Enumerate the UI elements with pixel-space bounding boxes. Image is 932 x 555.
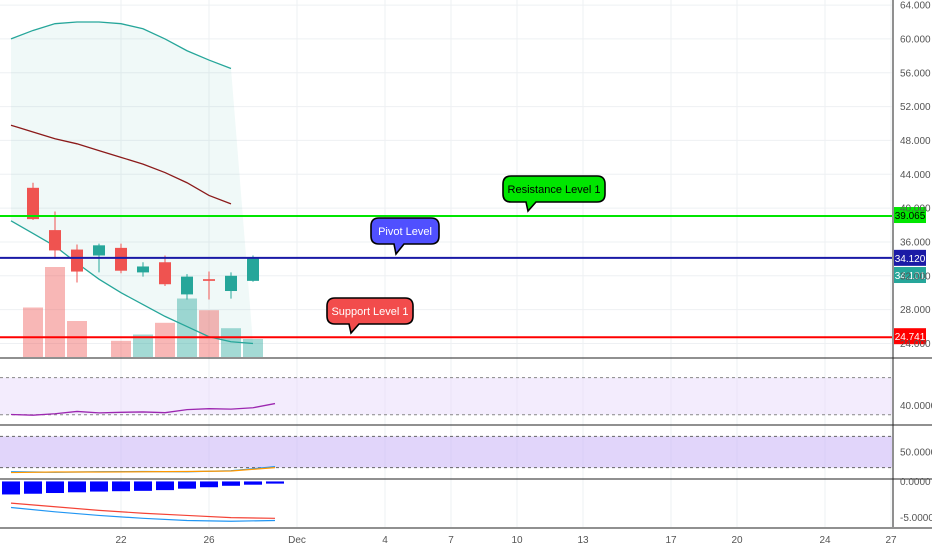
macd-signal-line <box>10 502 276 519</box>
price-tick-label: 52.000 <box>900 102 931 113</box>
level-callout-label: Resistance Level 1 <box>508 184 601 196</box>
x-tick-label: 17 <box>665 535 677 546</box>
candle-body <box>159 262 171 285</box>
rsi-tick-label: 40.0000 <box>900 401 932 412</box>
level-price-value: 39.065 <box>895 211 926 222</box>
x-tick-label: 22 <box>115 535 127 546</box>
macd-histogram-bar <box>222 481 240 486</box>
rsi-line <box>10 402 276 416</box>
candle-body <box>27 187 39 220</box>
x-tick-label: 24 <box>819 535 831 546</box>
x-tick-label: 20 <box>731 535 743 546</box>
price-tick-label: 56.000 <box>900 68 931 79</box>
price-tick-label: 28.000 <box>900 305 931 316</box>
volume-bar <box>45 267 65 357</box>
price-tick-label: 32.000 <box>900 271 931 282</box>
volume-bar <box>133 334 153 357</box>
level-callout-label: Pivot Level <box>378 226 432 238</box>
price-tick-label: 44.000 <box>900 170 931 181</box>
level-callout-label: Support Level 1 <box>331 306 408 318</box>
macd-histogram-bar <box>24 481 42 494</box>
candles-layer <box>27 182 259 300</box>
macd-tick-label: -5.0000 <box>900 513 932 524</box>
candle-body <box>247 258 259 281</box>
volume-bar <box>221 328 241 357</box>
macd-histogram-bar <box>112 481 130 492</box>
last-price-tag <box>894 267 926 284</box>
x-tick-label: 7 <box>448 535 454 546</box>
bollinger-upper-line <box>10 21 232 70</box>
stoch-band <box>0 436 892 468</box>
candle-body <box>137 266 149 273</box>
macd-histogram-bar <box>90 481 108 492</box>
macd-line <box>10 506 276 522</box>
price-tick-label: 64.000 <box>900 1 931 12</box>
candle-body <box>71 249 83 272</box>
level-callout <box>370 217 440 256</box>
x-tick-label: 26 <box>203 535 215 546</box>
macd-histogram-bar <box>68 481 86 493</box>
x-tick-label: 4 <box>382 535 388 546</box>
last-price-value: 34.101 <box>895 271 926 282</box>
x-tick-label: 27 <box>885 535 897 546</box>
macd-histogram-bar <box>200 481 218 488</box>
volume-bar <box>177 298 197 357</box>
volume-bar <box>23 307 43 357</box>
candle-body <box>225 275 237 292</box>
candle-body <box>115 247 127 271</box>
level-callout <box>502 175 606 213</box>
macd-histogram-bar <box>156 481 174 491</box>
x-tick-label: 13 <box>577 535 589 546</box>
macd-histogram-bar <box>2 481 20 495</box>
indicator-bands-layer <box>0 21 892 469</box>
macd-histogram-bar <box>244 481 262 485</box>
stoch-tick-label: 50.0000 <box>900 448 932 459</box>
labels-layer: Resistance Level 1 Pivot Level Support Lev… <box>326 175 606 335</box>
candle-body <box>181 276 193 295</box>
volume-bar <box>243 339 263 357</box>
volume-bar <box>155 322 175 357</box>
price-tick-label: 60.000 <box>900 34 931 45</box>
candle-body <box>49 230 61 251</box>
macd-tick-label: 0.0000 <box>900 477 931 488</box>
price-tick-label: 36.000 <box>900 237 931 248</box>
level-callout <box>326 297 414 335</box>
volume-bar <box>111 340 131 357</box>
candle-body <box>203 279 215 281</box>
level-price-tag <box>894 328 926 345</box>
level-price-tag <box>894 249 926 266</box>
price-tick-label: 48.000 <box>900 136 931 147</box>
macd-histogram-bar <box>178 481 196 489</box>
moving-average-line <box>10 124 232 205</box>
candle-body <box>93 245 105 256</box>
volume-bar <box>199 310 219 357</box>
x-tick-label: Dec <box>288 535 306 546</box>
macd-histogram-bar <box>134 481 152 491</box>
volume-layer <box>2 267 284 495</box>
stoch-d-line <box>10 467 276 474</box>
x-tick-label: 10 <box>511 535 523 546</box>
price-tick-label: 40.000 <box>900 204 931 215</box>
level-price-value: 34.120 <box>895 254 926 265</box>
price-tick-label: 24.000 <box>900 339 931 350</box>
macd-histogram-bar <box>46 481 64 494</box>
rsi-band <box>0 377 892 415</box>
volume-bar <box>67 321 87 357</box>
level-price-tag <box>894 207 926 224</box>
bollinger-fill <box>11 21 253 344</box>
macd-histogram-bar <box>266 481 284 484</box>
levels-layer: 39.065 34.120 24.741 34.101 <box>0 207 926 345</box>
level-price-value: 24.741 <box>895 332 926 343</box>
